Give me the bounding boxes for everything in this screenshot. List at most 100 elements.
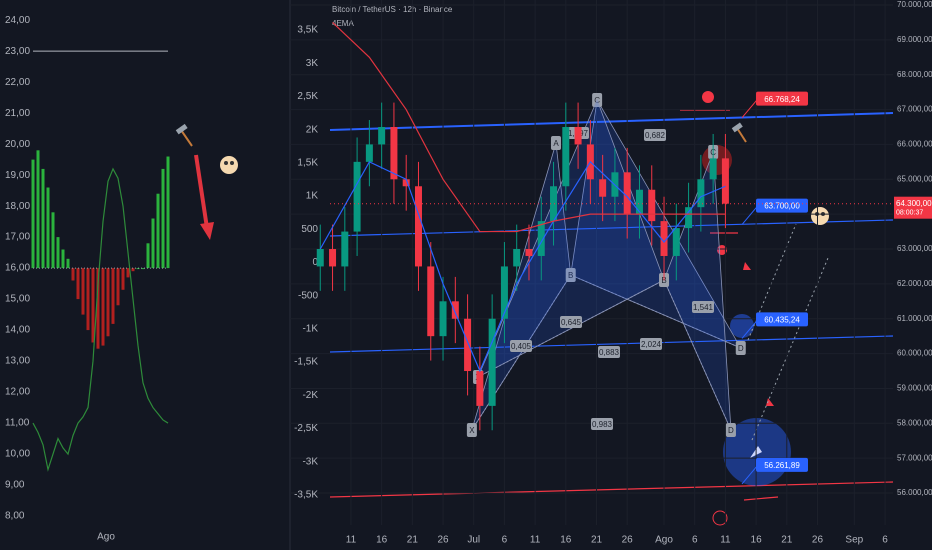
x-tick-label: Sep xyxy=(845,535,863,546)
y-tick-label: 70.000,00 xyxy=(897,0,932,9)
candle-body xyxy=(500,266,508,319)
histogram-bar xyxy=(106,268,110,337)
arrow-icon xyxy=(194,154,214,240)
y2-tick-label: -500 xyxy=(298,290,318,301)
candle-body xyxy=(574,126,582,145)
y-tick-label: 66.000,00 xyxy=(897,140,932,149)
y-tick-label: 68.000,00 xyxy=(897,70,932,79)
marker xyxy=(766,398,774,406)
ratio-label: 0,405 xyxy=(511,342,532,351)
trend-line xyxy=(329,219,894,237)
level-label: 56.261,89 xyxy=(764,461,800,470)
y2-tick-label: -1,5K xyxy=(294,357,318,368)
histogram-bar xyxy=(166,156,170,269)
histogram-bar xyxy=(156,193,160,269)
pattern-label: D xyxy=(728,426,734,435)
histogram-bar xyxy=(141,268,145,270)
countdown-label: 08:00:37 xyxy=(896,210,923,217)
y-tick-label: 16,00 xyxy=(5,263,30,274)
pattern-label: D xyxy=(738,344,744,353)
candle-body xyxy=(513,249,521,267)
trend-line xyxy=(329,335,894,353)
y2-tick-label: 2K xyxy=(306,124,319,135)
y-tick-label: 58.000,00 xyxy=(897,418,932,427)
pattern-point xyxy=(565,267,576,282)
pattern-triangle xyxy=(471,142,572,431)
level-box xyxy=(756,198,808,213)
trend-line xyxy=(329,481,894,498)
candle-body xyxy=(439,301,447,337)
candle-body xyxy=(685,207,693,229)
candle-body xyxy=(414,186,422,267)
level-pointer xyxy=(741,98,759,118)
x-tick-label: 26 xyxy=(812,535,824,546)
candle-body xyxy=(451,301,459,319)
pattern-label: A xyxy=(553,139,559,148)
x-tick-label: Jul xyxy=(467,535,480,546)
y2-tick-label: 1,5K xyxy=(297,158,318,169)
level-label: 60.435,24 xyxy=(764,316,800,325)
y-tick-label: 22,00 xyxy=(5,77,30,88)
y-tick-label: 20,00 xyxy=(5,139,30,150)
y-tick-label: 13,00 xyxy=(5,356,30,367)
candle-body xyxy=(697,179,705,208)
histogram-bar xyxy=(116,268,120,306)
x-tick-label: 6 xyxy=(502,535,508,546)
histogram-bar xyxy=(91,268,95,343)
y-tick-label: 12,00 xyxy=(5,387,30,398)
marker xyxy=(702,91,714,103)
candle-body xyxy=(427,266,435,337)
event-icon xyxy=(712,510,728,526)
x-tick-label: 11 xyxy=(720,535,731,546)
y-tick-label: 61.000,00 xyxy=(897,314,932,323)
candle-body xyxy=(464,318,472,372)
histogram-bar xyxy=(56,237,60,269)
pattern-label: B xyxy=(568,271,573,280)
face-icon xyxy=(811,207,829,225)
candle-body xyxy=(635,189,643,215)
ratio-box xyxy=(644,129,666,141)
histogram-bar xyxy=(86,268,90,331)
ratio-box xyxy=(692,301,714,313)
histogram-bar xyxy=(36,150,40,269)
y-tick-label: 69.000,00 xyxy=(897,35,932,44)
histogram-bar xyxy=(41,168,45,269)
level-pointer xyxy=(741,464,759,485)
pattern-point xyxy=(550,135,561,150)
ratio-box xyxy=(560,316,582,328)
candle-body xyxy=(390,126,398,180)
candle-body xyxy=(660,221,668,256)
histogram-bar xyxy=(51,212,55,269)
y-tick-label: 9,00 xyxy=(5,480,25,491)
y-tick-label: 11,00 xyxy=(5,418,30,429)
pattern-point xyxy=(466,423,477,438)
ratio-box xyxy=(591,418,613,430)
candle-body xyxy=(525,249,533,256)
level-label: 63.700,00 xyxy=(764,202,800,211)
histogram-bar xyxy=(101,268,105,346)
y-tick-label: 63.000,00 xyxy=(897,244,932,253)
y-tick-label: 56.000,00 xyxy=(897,488,932,497)
harmonic-pattern: XABCDXBCD xyxy=(466,92,746,438)
hammer-icon xyxy=(731,122,747,143)
histogram-bar xyxy=(46,187,50,269)
x-tick-label: 26 xyxy=(437,535,449,546)
pattern-point xyxy=(735,340,746,355)
legend-entry: 4EMA xyxy=(332,19,354,28)
candle-body xyxy=(378,126,386,145)
y2-tick-label: 3,5K xyxy=(297,25,318,36)
histogram-bar xyxy=(61,249,65,269)
x-tick-label: 6 xyxy=(692,535,698,546)
y2-tick-label: -3,5K xyxy=(294,490,318,501)
candle-body xyxy=(537,221,545,256)
y-tick-label: 17,00 xyxy=(5,232,30,243)
ratio-box xyxy=(640,338,662,350)
pattern-label: B xyxy=(661,276,666,285)
histogram-bar xyxy=(81,268,85,315)
x-tick-label: 21 xyxy=(407,535,419,546)
histogram-bar xyxy=(111,268,115,324)
histogram-bar xyxy=(31,159,35,269)
level-pointer xyxy=(741,205,759,225)
candle-body xyxy=(316,249,324,267)
